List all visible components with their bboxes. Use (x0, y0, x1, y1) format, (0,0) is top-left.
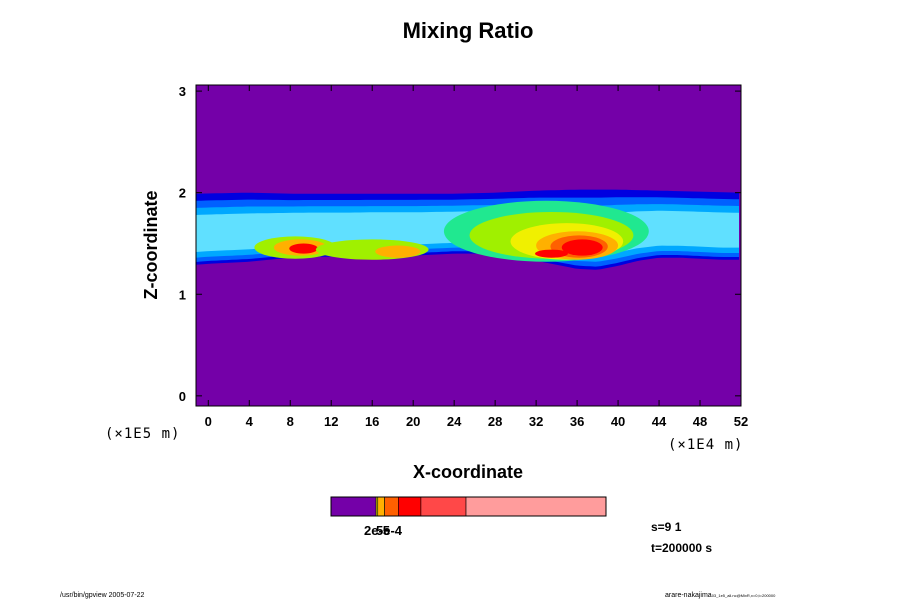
colorbar-frame (330, 496, 607, 517)
footer-right-small: 03_1e5_all.nc@MixR,x=0,t=200000 (712, 593, 776, 598)
x-scale-note: (×1E4 m) (668, 437, 743, 453)
colorbar-label-overlay: 5e-4 (376, 523, 403, 538)
field-cell-11 (561, 239, 603, 256)
colorbar-segment (420, 496, 467, 517)
x-tick-label: 0 (205, 414, 212, 429)
colorbar-segment (330, 496, 377, 517)
y-tick-label: 1 (179, 287, 186, 302)
x-tick-label: 44 (652, 414, 667, 429)
field-cell-12 (535, 249, 568, 258)
s-value-text: s=9 1 (651, 520, 682, 534)
x-tick-label: 16 (365, 414, 379, 429)
x-axis-label: X-coordinate (413, 462, 523, 482)
y-tick-label: 2 (179, 186, 186, 201)
field-cell-3 (289, 243, 318, 254)
x-tick-label: 20 (406, 414, 420, 429)
x-tick-label: 36 (570, 414, 584, 429)
heatmap-plot-area (196, 85, 741, 406)
colorbar-segment (384, 496, 399, 517)
x-tick-label: 4 (246, 414, 254, 429)
footer-right-main: arare-nakajima (665, 592, 712, 599)
colorbar (330, 496, 607, 517)
colorbar-segment (377, 496, 385, 517)
x-tick-label: 24 (447, 414, 462, 429)
t-value-text: t=200000 s (651, 541, 712, 555)
plot-frame (195, 84, 742, 407)
footer-right: arare-nakajima03_1e5_all.nc@MixR,x=0,t=2… (665, 592, 776, 599)
x-tick-label: 40 (611, 414, 625, 429)
y-tick-label: 0 (179, 389, 186, 404)
x-axis-ticks: 0 4 8 12 16 20 24 28 32 36 40 44 48 52 (205, 85, 748, 429)
y-scale-note: (×1E5 m) (105, 426, 180, 442)
colorbar-segment (465, 496, 607, 517)
x-tick-label: 28 (488, 414, 502, 429)
x-tick-label: 8 (287, 414, 294, 429)
chart-title: Mixing Ratio (403, 18, 534, 43)
footer-left: /usr/bin/gpview 2005-07-22 (60, 592, 145, 599)
x-tick-label: 48 (693, 414, 707, 429)
y-axis-ticks: 0 1 2 3 (179, 84, 741, 404)
colorbar-segment (398, 496, 422, 517)
mixing-ratio-field (196, 189, 739, 270)
colorbar-label: 2e-5 (364, 523, 390, 538)
x-tick-label: 52 (734, 414, 748, 429)
field-cell-5 (375, 245, 421, 258)
y-tick-label: 3 (179, 84, 186, 99)
y-axis-label: Z-coordinate (141, 190, 161, 299)
x-tick-label: 12 (324, 414, 338, 429)
x-tick-label: 32 (529, 414, 543, 429)
